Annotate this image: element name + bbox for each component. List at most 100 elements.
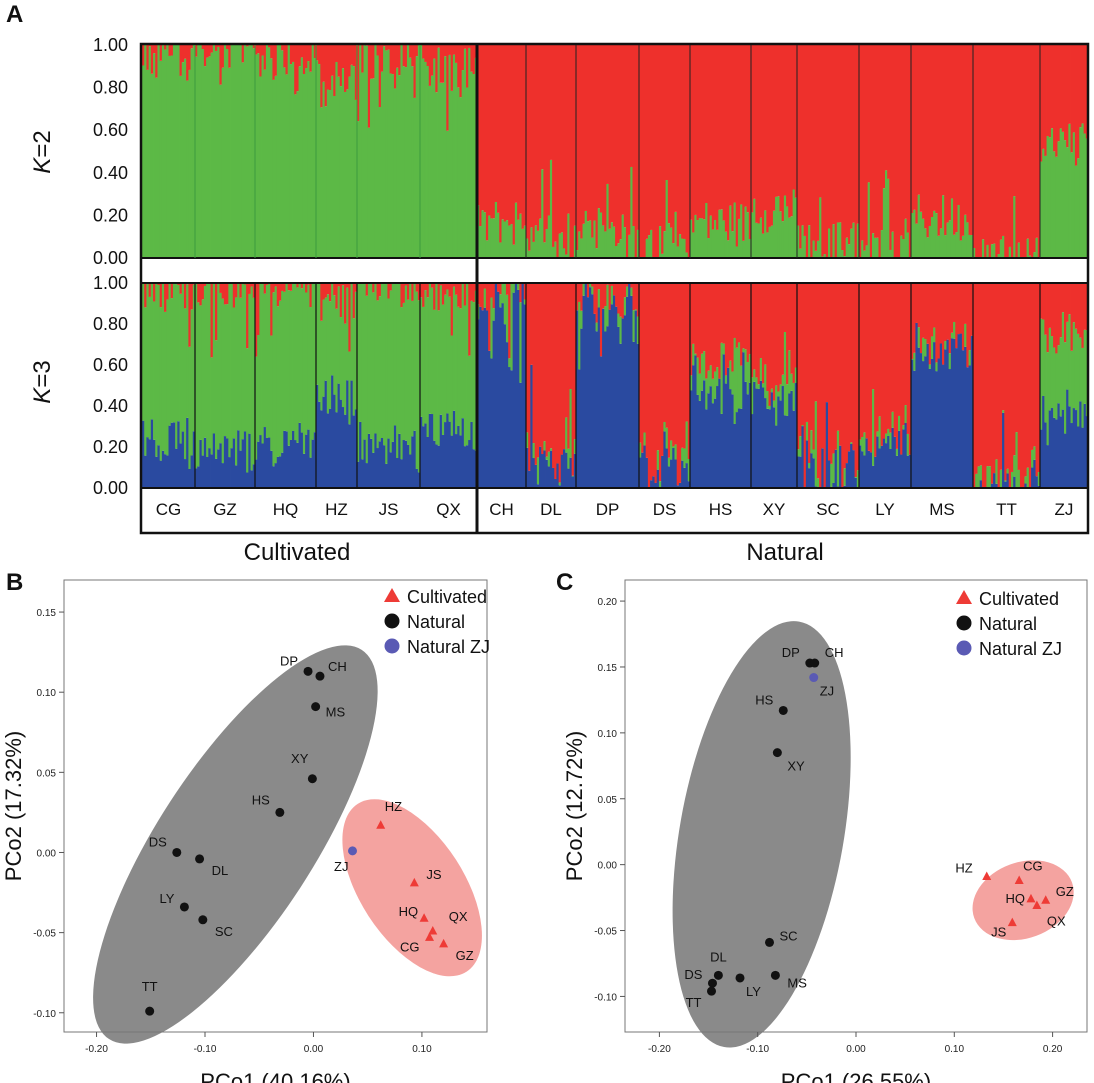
structure-population-DS <box>639 45 691 258</box>
structure-bar-LY-4-red <box>865 45 869 246</box>
structure-bar-HZ-10-red <box>335 45 338 62</box>
structure-bar-HS-22-blue <box>735 412 739 488</box>
structure-bar-HS-11-green <box>711 378 715 404</box>
structure-bar-HS-14-red <box>718 45 721 210</box>
legend-label: Natural <box>407 612 465 632</box>
structure-bar-CG-21-green <box>186 80 189 258</box>
structure-bar-ZJ-2-blue <box>1042 395 1045 488</box>
structure-bar-TT-2-green <box>975 473 978 488</box>
structure-bar-JS-11-red <box>378 283 382 297</box>
structure-bar-DP-24-green <box>625 286 629 297</box>
structure-bar-MS-6-green <box>922 218 925 258</box>
structure-bar-HS-13-green <box>716 229 719 258</box>
structure-bar-QX-2-green <box>422 306 425 427</box>
point-DP <box>303 666 313 676</box>
structure-bar-HQ-20-blue <box>296 442 299 488</box>
structure-bar-GZ-27-blue <box>252 464 256 488</box>
structure-bar-DP-10-red <box>595 283 599 323</box>
structure-bar-DL-23-blue <box>573 453 577 488</box>
structure-bar-SC-19-green <box>836 430 840 487</box>
structure-bar-CG-11-green <box>164 311 167 455</box>
structure-bar-GZ-23-green <box>243 45 247 258</box>
k3-y-axis: 1.000.800.600.400.200.00 <box>93 273 128 498</box>
structure-bar-CH-20-red <box>519 45 522 214</box>
structure-bar-JS-23-red <box>404 45 408 68</box>
structure-bar-TT-9-red <box>990 45 994 245</box>
structure-bar-DL-12-red <box>549 45 553 160</box>
structure-bar-QX-12-blue <box>444 422 447 488</box>
structure-bar-HZ-2-green <box>318 64 321 258</box>
structure-bar-ZJ-6-red <box>1050 45 1054 129</box>
structure-bar-HS-12-red <box>713 45 717 220</box>
structure-bar-JS-25-red <box>409 45 412 58</box>
structure-bar-HS-23-blue <box>737 408 741 488</box>
structure-bar-HQ-7-red <box>268 45 271 48</box>
structure-bar-DS-8-red <box>654 283 658 483</box>
structure-bar-SC-1-red <box>797 283 800 450</box>
structure-bar-JS-22-blue <box>402 440 406 488</box>
structure-bar-MS-23-red <box>959 45 963 241</box>
structure-bar-XY-6-green <box>761 383 765 388</box>
structure-bar-DP-28-blue <box>634 310 638 488</box>
structure-bar-CH-2-red <box>479 45 482 227</box>
structure-bar-HS-19-green <box>729 205 732 258</box>
structure-bar-JS-26-red <box>411 283 414 301</box>
structure-bar-HS-27-blue <box>746 394 750 488</box>
structure-bar-DP-14-green <box>604 306 607 332</box>
structure-bar-DP-22-red <box>621 283 625 319</box>
structure-bar-SC-13-green <box>823 254 827 258</box>
structure-bar-CG-23-red <box>190 45 194 49</box>
structure-bar-JS-21-red <box>400 283 404 308</box>
structure-bar-HZ-18-green <box>352 66 356 258</box>
point-label-XY: XY <box>291 751 309 766</box>
structure-bar-DS-5-green <box>647 235 651 258</box>
structure-bar-DS-1-blue <box>639 457 642 488</box>
structure-bar-MS-10-red <box>930 45 934 217</box>
structure-bar-LY-12-red <box>882 283 886 439</box>
structure-bar-ZJ-17-green <box>1074 328 1078 411</box>
structure-bar-QX-19-blue <box>459 435 463 488</box>
structure-bar-DS-16-green <box>672 243 675 258</box>
structure-bar-HS-7-blue <box>703 380 706 488</box>
structure-bar-LY-23-red <box>906 45 910 233</box>
structure-bar-XY-12-blue <box>775 425 778 488</box>
structure-bar-DL-4-green <box>532 443 536 459</box>
structure-bar-TT-5-green <box>981 239 985 258</box>
structure-bar-HQ-25-green <box>307 284 310 430</box>
structure-bar-DP-3-blue <box>580 328 583 488</box>
structure-bar-TT-3-red <box>977 45 981 258</box>
structure-bar-DL-16-green <box>558 482 562 486</box>
structure-bar-XY-9-green <box>768 405 772 410</box>
structure-bar-DP-28-red <box>634 283 638 310</box>
structure-bar-DL-12-blue <box>549 450 553 488</box>
structure-bar-CH-20-green <box>519 302 522 383</box>
structure-bar-HQ-2-green <box>257 53 260 259</box>
structure-bar-MS-15-red <box>942 283 945 365</box>
structure-bar-QX-24-green <box>470 300 474 422</box>
structure-bar-LY-1-red <box>859 283 862 440</box>
structure-bar-DS-3-blue <box>643 445 647 488</box>
structure-bar-DL-14-green <box>554 241 557 258</box>
structure-bar-DP-21-green <box>619 316 623 344</box>
structure-bar-DS-22-red <box>685 45 689 253</box>
y-tick-label: 0.00 <box>37 848 57 859</box>
structure-bar-HQ-1-red <box>255 283 258 357</box>
structure-bar-XY-9-green <box>768 226 772 258</box>
structure-bar-CH-11-blue <box>499 307 502 488</box>
structure-bar-LY-23-green <box>906 433 910 456</box>
structure-bar-HS-4-green <box>696 357 700 395</box>
structure-bar-GZ-2-green <box>197 302 200 467</box>
structure-bar-DP-28-green <box>634 309 638 311</box>
structure-bar-XY-2-red <box>753 283 756 370</box>
structure-bar-ZJ-1-green <box>1040 161 1043 258</box>
structure-bar-MS-20-red <box>953 45 956 235</box>
structure-bar-ZJ-15-green <box>1070 350 1074 424</box>
structure-bar-MS-12-red <box>935 45 938 214</box>
structure-bar-DS-6-green <box>650 229 653 258</box>
structure-bar-SC-8-red <box>812 45 816 241</box>
structure-bar-SC-28-red <box>856 45 860 224</box>
structure-bar-ZJ-9-red <box>1057 283 1061 346</box>
structure-bar-CG-12-red <box>166 283 169 300</box>
population-label-JS: JS <box>379 500 399 519</box>
y-tick-label: 0.40 <box>93 163 128 183</box>
